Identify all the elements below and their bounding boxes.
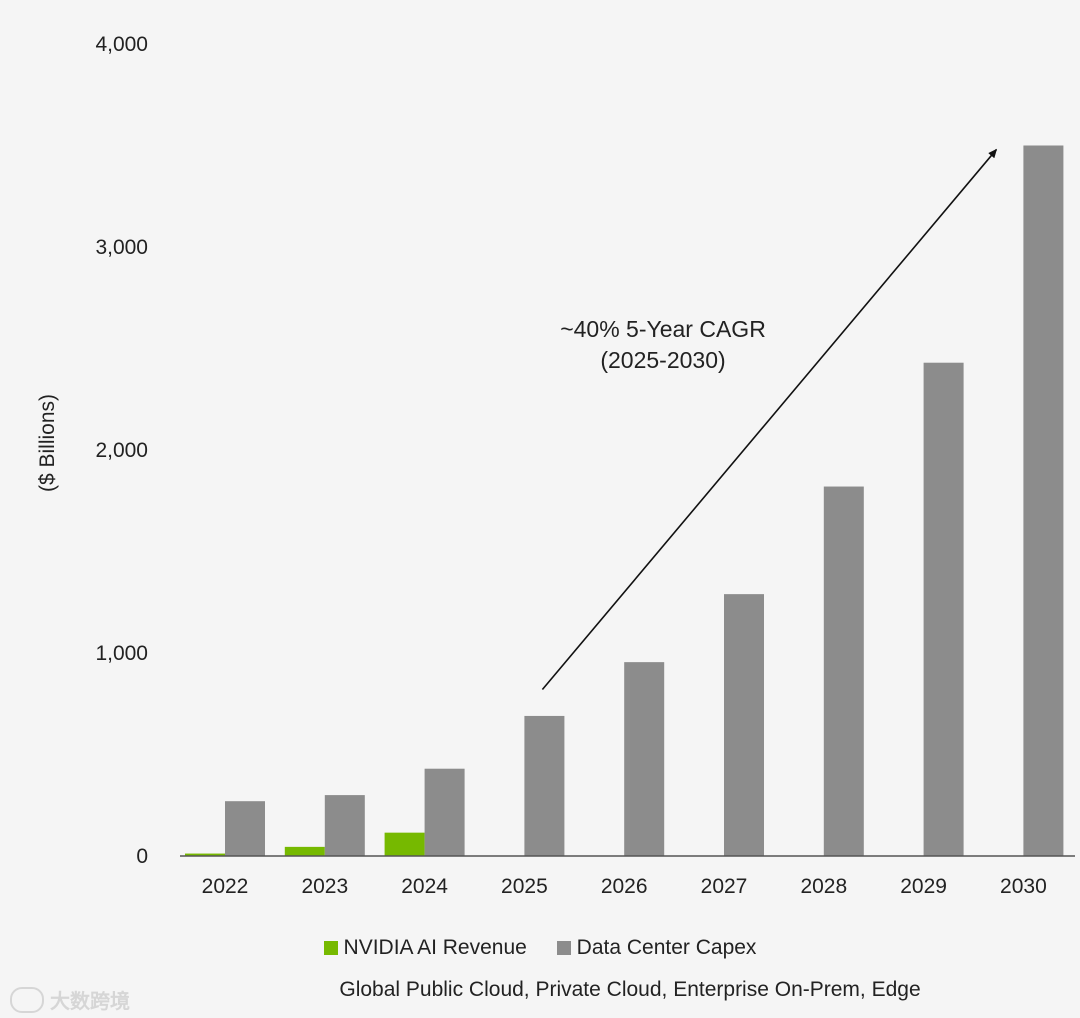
cagr-arrow	[541, 148, 998, 691]
legend: NVIDIA AI Revenue Data Center Capex	[0, 936, 1080, 961]
bar-data-center-capex-2024	[424, 768, 465, 856]
x-tick-label: 2022	[202, 875, 249, 898]
y-axis-ticks: 0 1,000 2,000 3,000 4,000	[95, 33, 148, 868]
x-tick-label: 2023	[301, 875, 348, 898]
x-axis-ticks: 2022 2023 2024 2025 2026 2027 2028 2029 2030	[202, 875, 1047, 898]
bar-data-center-capex-2026	[624, 662, 665, 856]
bar-data-center-capex-2030	[1023, 145, 1064, 856]
y-tick-label: 4,000	[95, 33, 148, 56]
y-tick-label: 3,000	[95, 236, 148, 259]
legend-swatch-gray	[556, 941, 571, 955]
x-tick-label: 2025	[501, 875, 548, 898]
legend-label: NVIDIA AI Revenue	[343, 936, 527, 959]
legend-item-data-center-capex: Data Center Capex	[556, 936, 757, 960]
cagr-annotation-line1: ~40% 5-Year CAGR	[560, 316, 766, 342]
bar-data-center-capex-2027	[724, 594, 764, 856]
bar-nvidia-ai-revenue-2023	[284, 846, 325, 856]
chart-caption: Global Public Cloud, Private Cloud, Ente…	[339, 978, 921, 1001]
bar-data-center-capex-2023	[324, 795, 365, 856]
y-axis-label: ($ Billions)	[36, 394, 59, 492]
y-tick-label: 1,000	[95, 642, 148, 665]
bar-data-center-capex-2022	[225, 801, 265, 856]
bar-data-center-capex-2028	[823, 486, 864, 856]
x-tick-label: 2030	[1000, 875, 1047, 898]
bar-data-center-capex-2025	[524, 715, 565, 856]
watermark-logo-icon	[10, 986, 44, 1013]
y-tick-label: 0	[136, 845, 148, 868]
y-tick-label: 2,000	[95, 439, 148, 462]
cagr-annotation-line2: (2025-2030)	[600, 347, 725, 373]
x-tick-label: 2024	[401, 875, 448, 898]
legend-label: Data Center Capex	[576, 936, 757, 959]
bar-data-center-capex-2029	[923, 362, 964, 856]
bar-nvidia-ai-revenue-2022	[185, 853, 225, 856]
legend-swatch-green	[323, 941, 338, 955]
x-tick-label: 2027	[701, 875, 748, 898]
watermark-text: 大数跨境	[50, 991, 130, 1013]
watermark: 大数跨境	[10, 985, 130, 1014]
x-tick-label: 2029	[900, 875, 947, 898]
x-tick-label: 2028	[800, 875, 847, 898]
x-tick-label: 2026	[601, 875, 648, 898]
bar-nvidia-ai-revenue-2024	[384, 832, 425, 856]
legend-item-nvidia-ai-revenue: NVIDIA AI Revenue	[323, 936, 527, 960]
bars	[185, 145, 1064, 856]
